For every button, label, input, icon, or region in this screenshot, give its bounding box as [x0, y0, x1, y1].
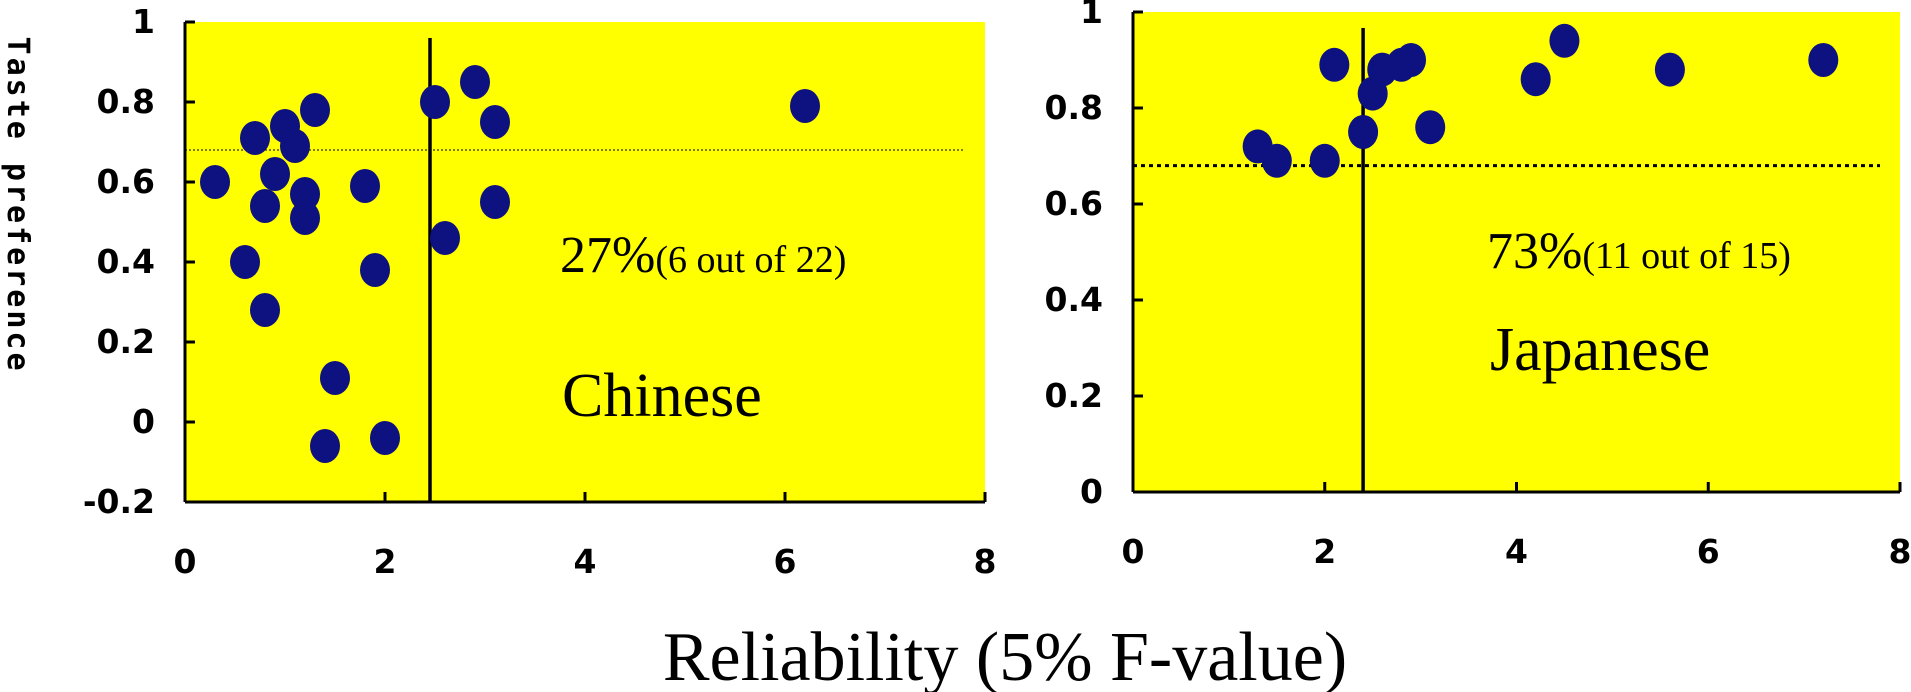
group-label-chinese: Chinese — [562, 362, 762, 430]
data-point — [350, 169, 380, 203]
x-axis-label: Reliability (5% F-value) — [663, 619, 1347, 692]
x-tick-label: 6 — [774, 542, 797, 581]
data-point — [1549, 23, 1580, 58]
y-tick-label: 0.8 — [97, 82, 155, 121]
y-tick-label: 0.8 — [1045, 88, 1103, 127]
data-point — [1415, 110, 1446, 145]
x-tick-label: 8 — [1889, 532, 1911, 571]
data-point — [230, 245, 260, 279]
y-tick-label: 1 — [132, 2, 155, 41]
x-tick-label: 8 — [974, 542, 997, 581]
data-point — [1348, 115, 1379, 149]
data-point — [1654, 52, 1685, 87]
annotation-percent-value: 27% — [560, 227, 655, 284]
y-tick-label: 0 — [132, 402, 155, 441]
x-tick-label: 0 — [174, 542, 197, 581]
y-tick-label: 0.2 — [1045, 376, 1103, 415]
data-point — [1319, 47, 1350, 82]
data-point — [460, 65, 490, 99]
annotation-percent-chinese: 27%(6 out of 22) — [560, 227, 846, 284]
data-point — [420, 85, 450, 119]
data-point — [370, 421, 400, 455]
data-point — [1808, 43, 1839, 77]
data-point — [480, 105, 510, 139]
plot-area — [1133, 12, 1900, 492]
data-point — [1261, 143, 1292, 178]
data-point — [1309, 143, 1340, 178]
y-tick-label: 0.4 — [97, 242, 155, 281]
group-label-japanese: Japanese — [1490, 316, 1710, 384]
y-tick-label: 1 — [1080, 0, 1103, 31]
data-point — [290, 177, 320, 211]
data-point — [240, 121, 270, 155]
chart-panel-japanese: 0 0.2 0.4 0.6 0.8 1 0 2 4 6 8 73%(11 out of 15) Ja… — [1045, 0, 1911, 571]
y-tick-label: 0.6 — [97, 162, 155, 201]
data-point — [320, 361, 350, 395]
data-point — [290, 201, 320, 235]
chart-panel-chinese: -0.2 0 0.2 0.4 0.6 0.8 1 0 2 4 6 8 27%(6 out of 22)… — [83, 2, 997, 581]
data-point — [300, 93, 330, 127]
y-tick-label: 0.2 — [97, 322, 155, 361]
annotation-percent-japanese: 73%(11 out of 15) — [1487, 223, 1791, 280]
x-tick-label: 4 — [574, 542, 597, 581]
data-point — [360, 253, 390, 287]
data-point — [260, 157, 290, 191]
data-point — [200, 165, 230, 199]
data-point — [250, 189, 280, 223]
x-tick-label: 2 — [374, 542, 397, 581]
data-point — [790, 89, 820, 123]
data-point — [310, 429, 340, 463]
x-tick-label: 6 — [1697, 532, 1720, 571]
data-point — [250, 293, 280, 327]
data-point — [430, 221, 460, 255]
y-tick-label: 0.4 — [1045, 280, 1103, 319]
y-tick-label: 0 — [1080, 472, 1103, 511]
annotation-percent-value: 73% — [1487, 223, 1582, 280]
x-tick-label: 4 — [1505, 532, 1528, 571]
data-point — [480, 185, 510, 219]
y-axis-label: Taste preference — [0, 37, 35, 374]
y-tick-label: 0.6 — [1045, 184, 1103, 223]
x-tick-label: 2 — [1313, 532, 1336, 571]
annotation-percent-detail: (6 out of 22) — [655, 239, 846, 281]
y-tick-label: -0.2 — [83, 482, 155, 521]
annotation-percent-detail: (11 out of 15) — [1582, 235, 1791, 277]
x-tick-label: 0 — [1122, 532, 1145, 571]
data-point — [1396, 43, 1427, 77]
data-point — [280, 129, 310, 163]
data-point — [1520, 62, 1551, 97]
